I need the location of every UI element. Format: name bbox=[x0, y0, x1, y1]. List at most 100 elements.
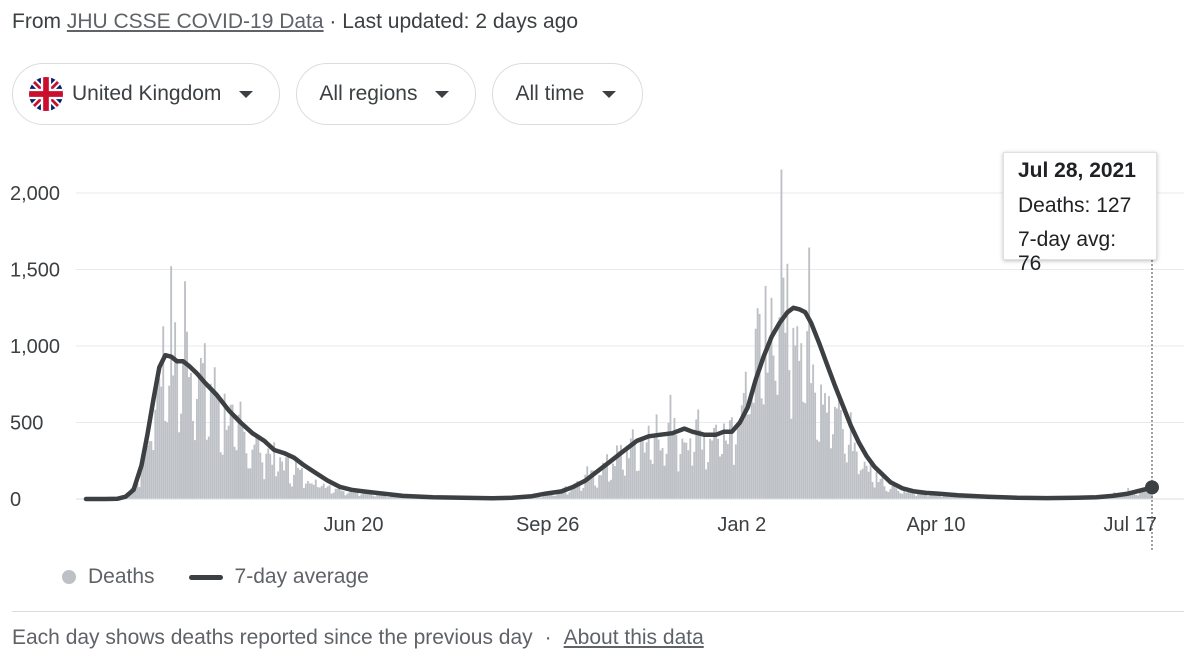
region-dropdown[interactable]: All regions bbox=[296, 63, 477, 125]
deaths-bar bbox=[370, 492, 373, 499]
uk-flag-icon bbox=[29, 77, 63, 111]
deaths-bar bbox=[251, 449, 254, 499]
deaths-bar bbox=[190, 372, 192, 499]
deaths-bar bbox=[257, 436, 260, 499]
deaths-bar bbox=[931, 493, 933, 499]
deaths-bar bbox=[330, 493, 333, 499]
deaths-bar bbox=[199, 357, 202, 499]
deaths-bar bbox=[721, 453, 723, 499]
deaths-bar bbox=[915, 496, 918, 499]
deaths-bar bbox=[582, 487, 585, 499]
deaths-bar bbox=[283, 470, 286, 499]
deaths-bar bbox=[287, 456, 289, 499]
deaths-bar bbox=[907, 488, 910, 499]
deaths-bar bbox=[618, 451, 620, 499]
deaths-bar bbox=[168, 385, 171, 499]
footer-note: Each day shows deaths reported since the… bbox=[12, 626, 533, 649]
deaths-bar bbox=[310, 483, 313, 499]
deaths-chart[interactable]: 0 500 1,000 1,500 2,000 Jun 20 Sep 26 Jan 2 Apr … bbox=[0, 140, 1200, 560]
deaths-bar bbox=[744, 371, 747, 499]
deaths-bar bbox=[901, 493, 904, 499]
deaths-bar bbox=[754, 328, 757, 499]
deaths-bar bbox=[221, 454, 224, 499]
deaths-bar bbox=[554, 495, 557, 499]
deaths-bar bbox=[895, 488, 898, 499]
deaths-bar bbox=[184, 281, 186, 499]
deaths-bar bbox=[231, 404, 234, 499]
deaths-bar bbox=[263, 479, 266, 499]
deaths-bar bbox=[324, 487, 327, 499]
deaths-bar bbox=[641, 437, 644, 499]
deaths-bar bbox=[677, 471, 680, 499]
deaths-bar bbox=[847, 444, 850, 499]
deaths-bar bbox=[556, 491, 559, 499]
deaths-bar bbox=[671, 434, 674, 499]
deaths-bar bbox=[302, 487, 305, 499]
deaths-bar bbox=[616, 445, 618, 499]
deaths-bar bbox=[691, 465, 694, 499]
deaths-bar bbox=[372, 495, 375, 499]
country-dropdown[interactable]: United Kingdom bbox=[12, 63, 281, 125]
deaths-bar bbox=[192, 420, 194, 499]
deaths-bar bbox=[865, 465, 868, 499]
deaths-bar bbox=[211, 389, 214, 499]
deaths-bar bbox=[360, 494, 363, 499]
about-data-link[interactable]: About this data bbox=[563, 626, 704, 649]
x-tick-label: Sep 26 bbox=[516, 514, 579, 536]
deaths-bar bbox=[384, 495, 387, 499]
deaths-bar bbox=[146, 445, 149, 499]
y-tick-label: 0 bbox=[10, 489, 21, 511]
deaths-bar bbox=[182, 359, 184, 499]
deaths-bar bbox=[374, 496, 377, 499]
deaths-bar bbox=[140, 469, 143, 499]
deaths-bar bbox=[249, 468, 252, 499]
deaths-bar bbox=[1143, 489, 1145, 499]
deaths-bar bbox=[619, 445, 622, 499]
source-link[interactable]: JHU CSSE COVID-19 Data bbox=[66, 10, 324, 33]
chevron-down-icon bbox=[602, 90, 617, 98]
deaths-bar bbox=[289, 483, 291, 499]
deaths-bar bbox=[245, 453, 248, 499]
deaths-bar bbox=[602, 462, 605, 499]
deaths-bar bbox=[673, 418, 676, 499]
deaths-bar bbox=[144, 442, 147, 499]
deaths-bar bbox=[227, 425, 230, 499]
deaths-bar bbox=[297, 467, 299, 499]
deaths-bar bbox=[736, 425, 739, 499]
deaths-bar bbox=[647, 425, 650, 499]
deaths-bar bbox=[839, 410, 842, 499]
deaths-bar bbox=[711, 440, 714, 499]
region-label: All regions bbox=[319, 82, 418, 105]
deaths-bar bbox=[273, 442, 276, 499]
deaths-bar bbox=[734, 444, 737, 499]
deaths-bar bbox=[752, 402, 755, 499]
deaths-bar bbox=[612, 463, 614, 499]
deaths-bar bbox=[207, 436, 210, 499]
chevron-down-icon bbox=[239, 90, 254, 98]
deaths-bar bbox=[586, 466, 589, 499]
deaths-bar bbox=[889, 489, 892, 499]
deaths-bar bbox=[679, 453, 682, 499]
deaths-bar bbox=[726, 444, 729, 499]
deaths-bar bbox=[728, 420, 731, 499]
deaths-bar bbox=[1137, 495, 1140, 499]
deaths-bar bbox=[695, 419, 698, 499]
deaths-bar bbox=[661, 447, 664, 499]
deaths-bar bbox=[233, 446, 236, 499]
deaths-bar bbox=[968, 497, 971, 499]
deaths-bar bbox=[308, 483, 311, 499]
period-dropdown[interactable]: All time bbox=[492, 63, 644, 125]
deaths-bar bbox=[643, 452, 646, 499]
deaths-bar bbox=[1129, 493, 1132, 499]
deaths-bar bbox=[927, 496, 929, 499]
deaths-bar bbox=[342, 491, 345, 499]
deaths-bar bbox=[223, 393, 226, 499]
deaths-bar bbox=[588, 478, 591, 499]
deaths-bar bbox=[645, 442, 648, 499]
deaths-bar bbox=[818, 441, 821, 499]
hover-point bbox=[1145, 480, 1159, 495]
source-prefix: From bbox=[12, 10, 67, 33]
deaths-bar bbox=[205, 439, 208, 499]
deaths-bar bbox=[956, 497, 959, 499]
deaths-bar bbox=[790, 418, 793, 499]
